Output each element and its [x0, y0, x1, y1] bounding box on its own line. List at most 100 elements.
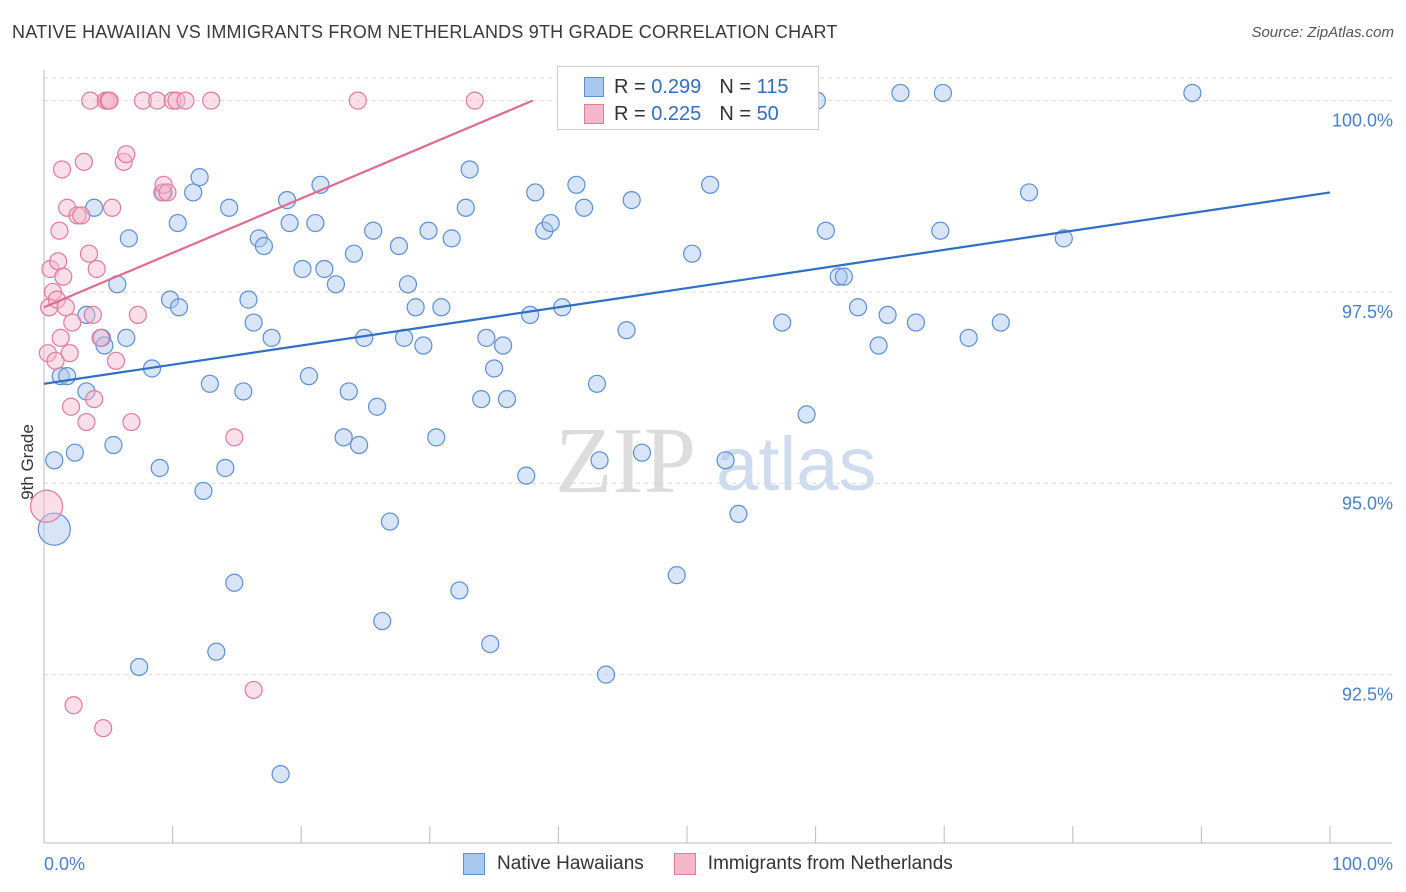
data-point	[133, 91, 153, 110]
data-point	[477, 328, 496, 347]
data-point	[344, 244, 364, 263]
data-point	[202, 91, 221, 110]
series-legend: Native Hawaiians Immigrants from Netherl…	[463, 852, 983, 876]
legend-r-value: 0.299	[651, 75, 702, 98]
data-point	[442, 229, 461, 248]
y-tick-label: 97.5%	[1342, 302, 1393, 322]
data-point	[128, 305, 147, 325]
data-point	[54, 267, 73, 286]
data-point	[567, 175, 586, 194]
data-point	[77, 382, 96, 401]
data-point	[481, 634, 500, 654]
data-point	[29, 489, 64, 523]
data-point	[541, 213, 560, 233]
data-point	[244, 313, 263, 332]
data-point	[931, 221, 950, 240]
data-point	[234, 382, 253, 401]
legend-r-label: R =	[614, 102, 646, 125]
legend-r-value: 0.225	[651, 102, 702, 125]
data-point	[190, 168, 209, 187]
data-point	[58, 198, 77, 217]
data-point	[153, 183, 172, 202]
data-point	[373, 611, 392, 631]
data-point	[587, 374, 607, 393]
y-tick-label: 92.5%	[1342, 685, 1393, 705]
data-point	[315, 259, 334, 279]
data-point	[94, 719, 113, 738]
data-point	[575, 198, 594, 217]
data-point	[460, 160, 479, 179]
data-point	[49, 252, 68, 271]
data-point	[364, 221, 383, 240]
data-point	[50, 221, 69, 240]
data-point	[398, 275, 418, 294]
data-point	[225, 428, 244, 447]
data-point	[667, 566, 686, 585]
data-point	[91, 328, 110, 347]
data-point	[45, 451, 64, 470]
axes	[43, 70, 1392, 844]
data-point	[349, 435, 369, 455]
data-point	[683, 244, 702, 263]
data-point	[60, 344, 79, 363]
data-point	[168, 213, 187, 233]
data-point	[83, 305, 102, 325]
legend-item-native-hawaiians: Native Hawaiians	[463, 853, 644, 875]
legend-label: Native Hawaiians	[497, 853, 644, 874]
data-point	[596, 665, 616, 684]
data-point	[869, 336, 888, 355]
data-point	[68, 206, 87, 225]
data-point	[306, 213, 325, 233]
data-point	[216, 458, 235, 478]
data-point	[271, 765, 290, 784]
data-point	[117, 145, 136, 164]
data-point	[169, 298, 189, 317]
y-tick-label: 95.0%	[1342, 493, 1393, 513]
y-tick-labels: 100.0% 97.5% 95.0% 92.5%	[1332, 111, 1393, 705]
data-point	[326, 275, 346, 294]
legend-swatch-pink	[584, 104, 604, 124]
x-tick-label-min: 0.0%	[44, 854, 85, 874]
data-point	[1019, 183, 1039, 202]
data-point	[632, 443, 652, 462]
data-point	[299, 367, 319, 386]
data-point	[701, 175, 720, 194]
legend-n-label: N =	[719, 75, 751, 98]
data-point	[100, 91, 119, 110]
gridlines	[44, 77, 1392, 676]
data-point	[339, 382, 358, 401]
data-point	[334, 428, 353, 447]
data-point	[472, 389, 491, 409]
data-point	[51, 328, 70, 347]
data-point	[85, 389, 104, 409]
legend-n-label: N =	[719, 102, 751, 125]
data-point	[74, 152, 93, 171]
data-point	[184, 183, 203, 202]
legend-n-value: 115	[756, 75, 789, 98]
series-immigrants-netherlands	[29, 91, 484, 738]
y-tick-label: 100.0%	[1332, 111, 1393, 131]
data-point	[367, 397, 387, 416]
data-point	[716, 451, 735, 470]
data-point	[77, 412, 96, 432]
data-point	[200, 374, 219, 393]
legend-r-label: R =	[614, 75, 646, 98]
data-point	[158, 183, 177, 202]
data-point	[194, 481, 213, 501]
data-point	[65, 443, 84, 462]
watermark-atlas: atlas	[716, 422, 877, 507]
x-tick-labels: 0.0% 100.0%	[44, 854, 1393, 874]
data-point	[81, 91, 100, 110]
data-point	[280, 213, 299, 233]
data-point	[225, 573, 244, 592]
data-point	[239, 290, 258, 309]
data-point	[456, 198, 475, 217]
data-point	[816, 221, 835, 240]
data-point	[485, 359, 504, 378]
data-point	[497, 389, 517, 409]
data-point	[77, 305, 96, 325]
legend-row-native-hawaiians: R = 0.299 N = 115	[584, 73, 788, 101]
x-tick-label-max: 100.0%	[1332, 854, 1393, 874]
data-point	[427, 428, 446, 447]
data-point	[380, 512, 400, 531]
